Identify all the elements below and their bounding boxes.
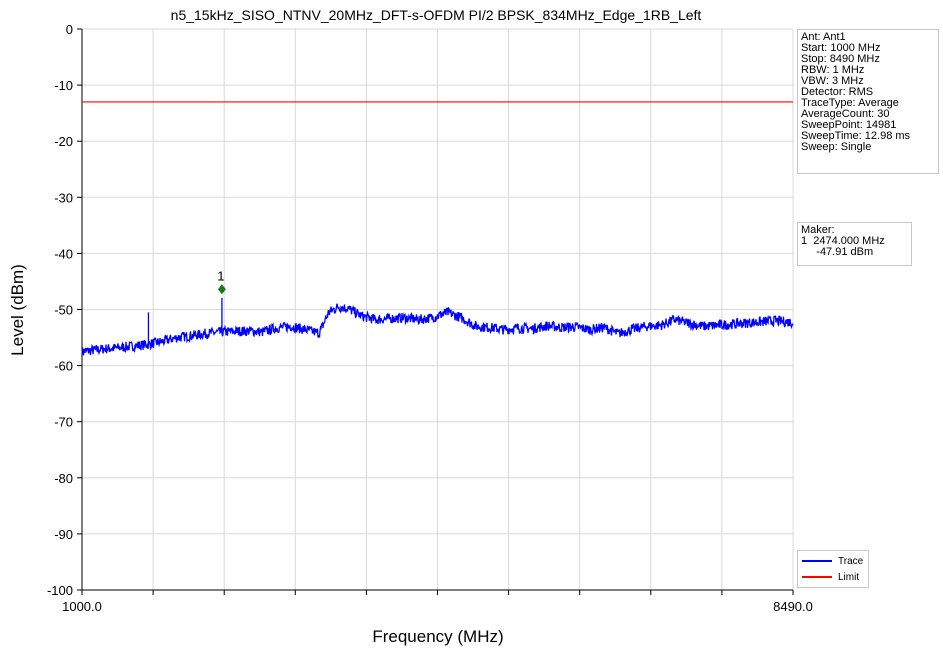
legend-label: Limit [838,571,860,583]
settings-line: TraceType: Average [801,97,899,109]
marker-label: 1 [217,268,224,283]
trace-line [81,303,794,357]
settings-line: VBW: 3 MHz [801,75,864,87]
y-axis-label: Level (dBm) [8,264,27,356]
marker-level: -47.91 dBm [801,246,874,258]
legend-swatch [802,560,832,562]
marker-box: Maker: 1 2474.000 MHz -47.91 dBm [797,222,912,266]
settings-line: Ant: Ant1 [801,31,846,43]
marker-heading: Maker: [801,224,835,236]
y-tick-label: -80 [54,471,73,486]
legend: Trace Limit [797,550,869,588]
y-tick-label: -90 [54,527,73,542]
settings-line: Sweep: Single [801,141,872,153]
settings-box: Ant: Ant1 Start: 1000 MHz Stop: 8490 MHz RB… [797,29,939,174]
settings-line: Start: 1000 MHz [801,42,881,54]
y-tick-label: -60 [54,359,73,374]
legend-label: Trace [838,555,864,567]
y-tick-label: -50 [54,303,73,318]
legend-item: Trace [802,555,863,567]
marker: 1 [217,268,226,295]
y-tick-label: -20 [54,134,73,149]
x-tick-label: 1000.0 [62,599,102,614]
grid [81,28,794,591]
y-tick-label: -100 [47,583,73,598]
y-tick-label: 0 [66,22,73,37]
settings-line: Stop: 8490 MHz [801,53,880,65]
settings-line: AverageCount: 30 [801,108,890,120]
chart-title: n5_15kHz_SISO_NTNV_20MHz_DFT-s-OFDM PI/2… [171,7,702,23]
x-axis-label: Frequency (MHz) [372,627,503,646]
settings-line: SweepTime: 12.98 ms [801,130,911,142]
legend-swatch [802,576,832,578]
y-tick-label: -30 [54,190,73,205]
axes [77,28,794,595]
settings-line: SweepPoint: 14981 [801,119,897,131]
y-tick-label: -40 [54,246,73,261]
legend-item: Limit [802,571,859,583]
x-tick-label: 8490.0 [773,599,813,614]
y-tick-label: -10 [54,78,73,93]
settings-line: Detector: RMS [801,86,874,98]
y-tick-label: -70 [54,415,73,430]
marker-diamond [217,284,226,295]
trace-series [81,297,794,357]
marker-frequency: 1 2474.000 MHz [801,235,885,247]
settings-line: RBW: 1 MHz [801,64,865,76]
